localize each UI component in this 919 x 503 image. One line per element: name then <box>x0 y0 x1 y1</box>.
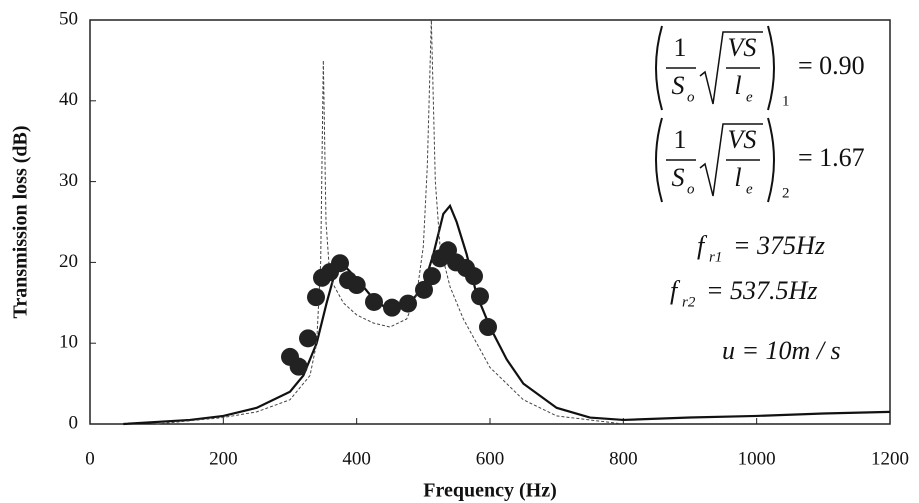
annotation-value: = 537.5Hz <box>706 276 817 305</box>
root-den: l <box>734 163 741 192</box>
data-point <box>399 294 417 313</box>
paren <box>767 25 775 111</box>
data-point <box>331 254 349 273</box>
data-point <box>299 329 317 348</box>
sqrt <box>699 123 763 197</box>
formula-value: = 1.67 <box>798 143 865 172</box>
y-tick-label: 40 <box>59 89 78 110</box>
data-point <box>479 318 497 337</box>
paren <box>767 117 775 203</box>
data-point <box>347 276 366 295</box>
formula-value: = 0.90 <box>798 51 865 80</box>
fraction-num: 1 <box>674 125 687 154</box>
x-tick-label: 0 <box>85 448 95 469</box>
x-tick-label: 400 <box>342 448 371 469</box>
data-point <box>365 292 383 311</box>
annotation: f <box>697 231 708 260</box>
formula-sub: 2 <box>782 185 790 201</box>
annotation-sub: r1 <box>709 249 722 265</box>
root-num: VS <box>728 33 757 62</box>
x-tick-label: 600 <box>476 448 505 469</box>
data-point <box>471 287 489 306</box>
x-tick-label: 800 <box>609 448 638 469</box>
y-tick-label: 20 <box>59 251 78 272</box>
y-tick-label: 0 <box>69 412 79 433</box>
data-point <box>383 298 401 317</box>
paren <box>655 25 663 111</box>
fraction-den: S <box>672 71 685 100</box>
fraction-den: S <box>672 163 685 192</box>
root-den: l <box>734 71 741 100</box>
data-point <box>415 280 433 299</box>
y-axis-label: Transmission loss (dB) <box>10 125 32 318</box>
sqrt <box>699 31 763 105</box>
annotation-sub: r2 <box>682 294 696 310</box>
formula-sub: 1 <box>782 93 790 109</box>
annotation-value: = 375Hz <box>733 231 825 260</box>
x-axis-label: Frequency (Hz) <box>423 480 557 502</box>
paren <box>655 117 663 203</box>
x-tick-label: 1000 <box>738 448 776 469</box>
fraction-den-sub: o <box>687 181 695 197</box>
y-tick-label: 10 <box>59 332 78 353</box>
x-tick-label: 1200 <box>871 448 909 469</box>
series-line <box>156 19 624 425</box>
x-tick-label: 200 <box>209 448 238 469</box>
data-point <box>307 288 325 307</box>
data-point <box>423 267 441 286</box>
y-tick-label: 30 <box>59 170 78 191</box>
fraction-den-sub: o <box>687 89 695 105</box>
root-den-sub: e <box>746 181 753 197</box>
data-point <box>289 357 308 376</box>
root-num: VS <box>728 125 757 154</box>
y-tick-label: 50 <box>59 8 78 29</box>
data-point <box>465 267 483 286</box>
annotation: u = 10m / s <box>722 336 841 365</box>
root-den-sub: e <box>746 89 753 105</box>
annotation: f <box>670 276 681 305</box>
fraction-num: 1 <box>674 33 687 62</box>
